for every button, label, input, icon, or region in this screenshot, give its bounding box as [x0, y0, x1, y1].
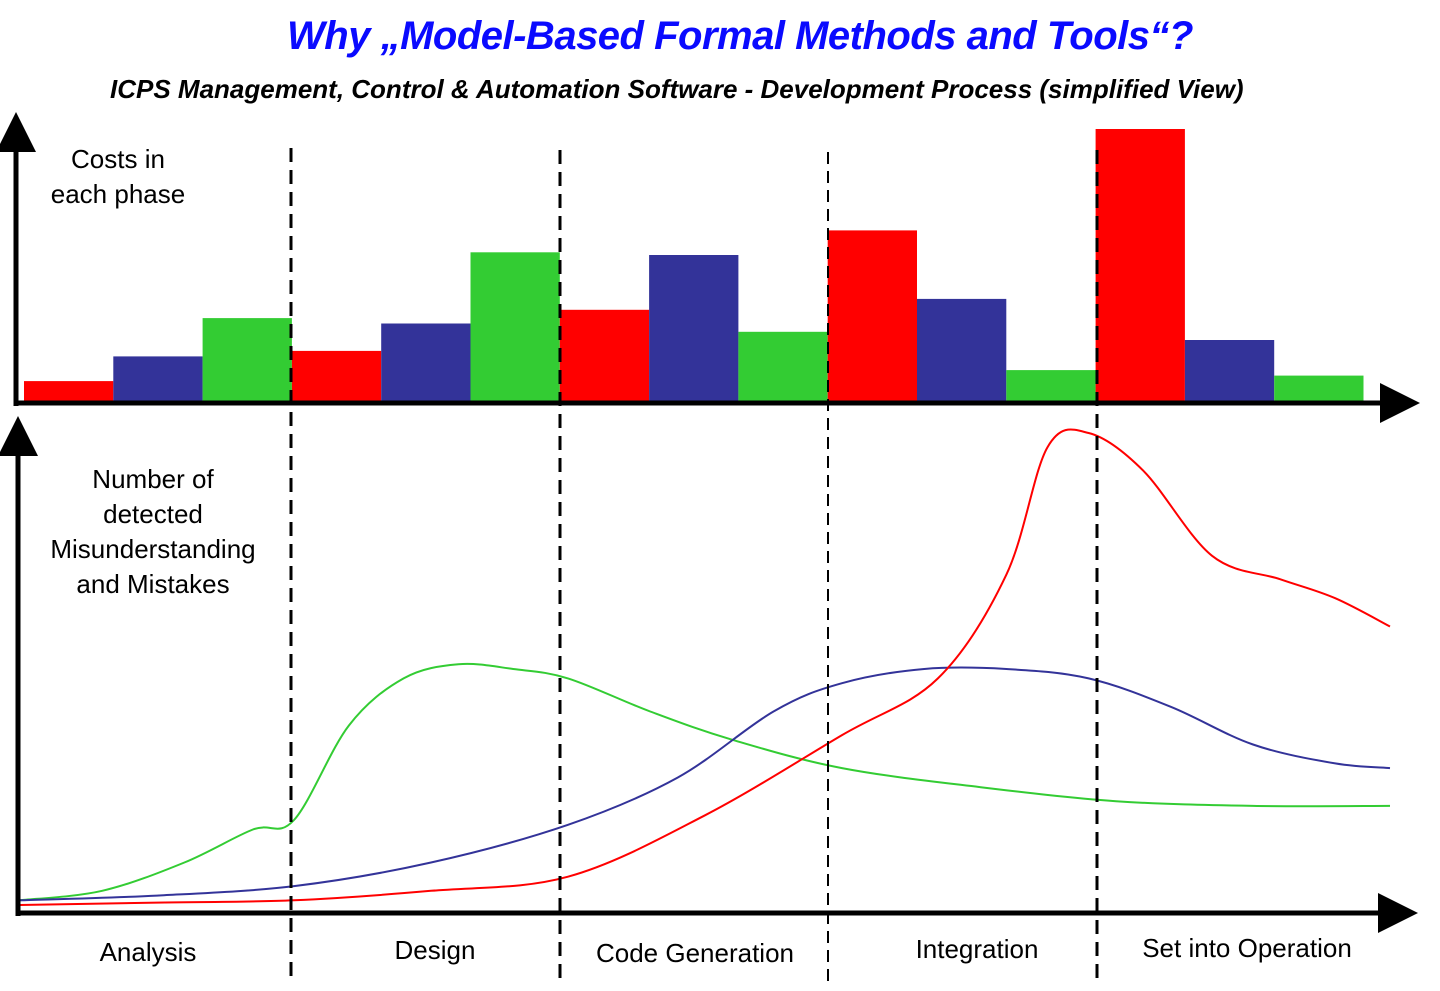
phase-label-design: Design [395, 935, 476, 965]
cost-bar-green-code-generation [738, 331, 828, 403]
mistakes-axis-title-line-4: and Mistakes [76, 569, 229, 599]
cost-bar-green-integration [1006, 370, 1096, 403]
cost-bar-red-code-generation [559, 309, 650, 403]
phase-label-integration: Integration [916, 934, 1039, 964]
cost-bar-green-set-into-operation [1274, 375, 1364, 403]
cost-axis-title-line-2: each phase [51, 179, 185, 209]
mistakes-axis-title-line-1: Number of [92, 464, 214, 494]
cost-bar-red-integration [827, 230, 917, 403]
mistakes-axis-title-line-2: detected [103, 499, 203, 529]
cost-bars [24, 129, 1364, 403]
cost-bar-blue-analysis [113, 356, 203, 403]
cost-axis-title-line-1: Costs in [71, 144, 165, 174]
slide-subtitle: ICPS Management, Control & Automation So… [110, 74, 1244, 104]
phase-label-code-generation: Code Generation [596, 938, 794, 968]
cost-bar-green-analysis [202, 318, 292, 403]
cost-bar-green-design [470, 252, 560, 403]
mistakes-curve-green [19, 662, 1391, 902]
cost-bar-red-set-into-operation [1095, 129, 1185, 403]
phase-label-analysis: Analysis [100, 937, 197, 967]
cost-bar-blue-design [381, 323, 471, 403]
cost-bar-blue-set-into-operation [1184, 340, 1275, 403]
mistake-curves [19, 428, 1391, 906]
slide-title: Why „Model-Based Formal Methods and Tool… [287, 14, 1193, 58]
cost-bar-red-design [291, 350, 382, 403]
mistakes-axis-title-line-3: Misunderstanding [50, 534, 255, 564]
cost-bar-blue-code-generation [649, 255, 739, 403]
mistakes-curve-blue [19, 666, 1391, 902]
cost-bar-red-analysis [24, 381, 114, 403]
cost-bar-blue-integration [917, 298, 1007, 403]
mistakes-curve-red [19, 428, 1391, 906]
phase-label-set-into-operation: Set into Operation [1142, 933, 1352, 963]
